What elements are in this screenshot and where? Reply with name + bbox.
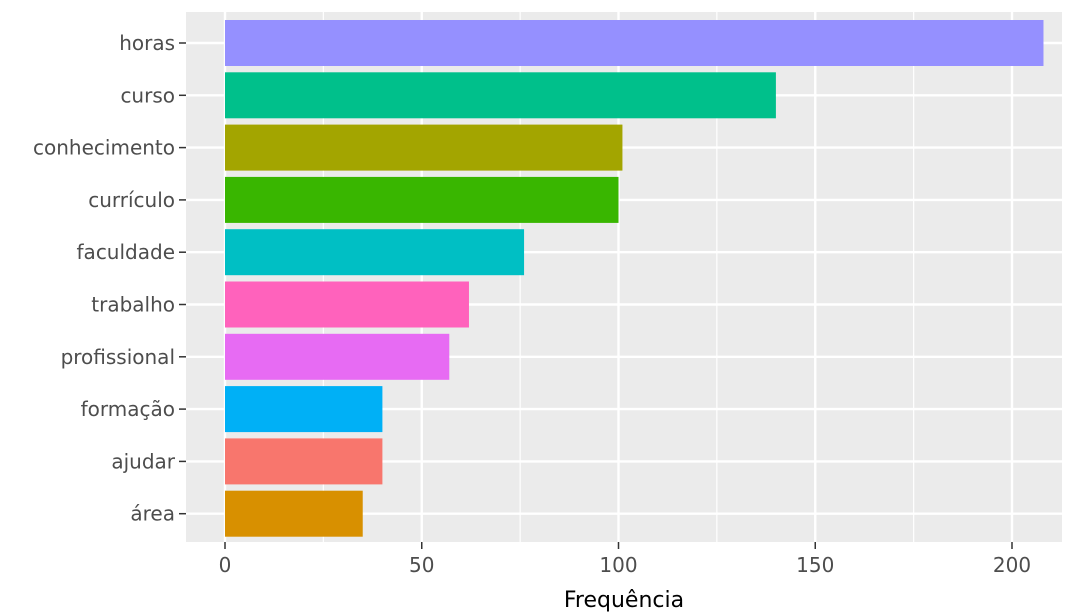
y-tick-label: faculdade xyxy=(77,240,175,264)
x-axis-title: Frequência xyxy=(564,588,684,613)
bar-formação xyxy=(225,386,383,433)
x-tick-label: 50 xyxy=(409,553,434,577)
bars xyxy=(225,20,1044,537)
bar-ajudar xyxy=(225,438,383,485)
x-axis: 0 50 100 150 200 xyxy=(219,542,1031,577)
x-tick-label: 150 xyxy=(796,553,834,577)
bar-profissional xyxy=(225,333,450,380)
x-tick-label: 200 xyxy=(993,553,1031,577)
bar-horas xyxy=(225,20,1044,66)
bar-área xyxy=(225,490,363,537)
y-tick-label: trabalho xyxy=(91,293,175,317)
y-tick-label: área xyxy=(130,502,175,526)
y-tick-label: curso xyxy=(120,83,175,107)
y-tick-label: profissional xyxy=(61,345,175,369)
y-axis: horas curso conhecimento currículo faculdade… xyxy=(33,31,186,526)
bar-trabalho xyxy=(225,281,469,328)
y-tick-label: horas xyxy=(119,31,175,55)
y-tick-label: ajudar xyxy=(111,449,175,473)
y-tick-label: conhecimento xyxy=(33,136,175,160)
y-tick-label: currículo xyxy=(88,188,175,212)
bar-conhecimento xyxy=(225,124,623,171)
bar-currículo xyxy=(225,176,619,223)
bar-faculdade xyxy=(225,229,525,276)
bar-curso xyxy=(225,72,776,119)
y-tick-label: formação xyxy=(81,397,175,421)
x-tick-label: 100 xyxy=(599,553,637,577)
x-tick-label: 0 xyxy=(219,553,232,577)
